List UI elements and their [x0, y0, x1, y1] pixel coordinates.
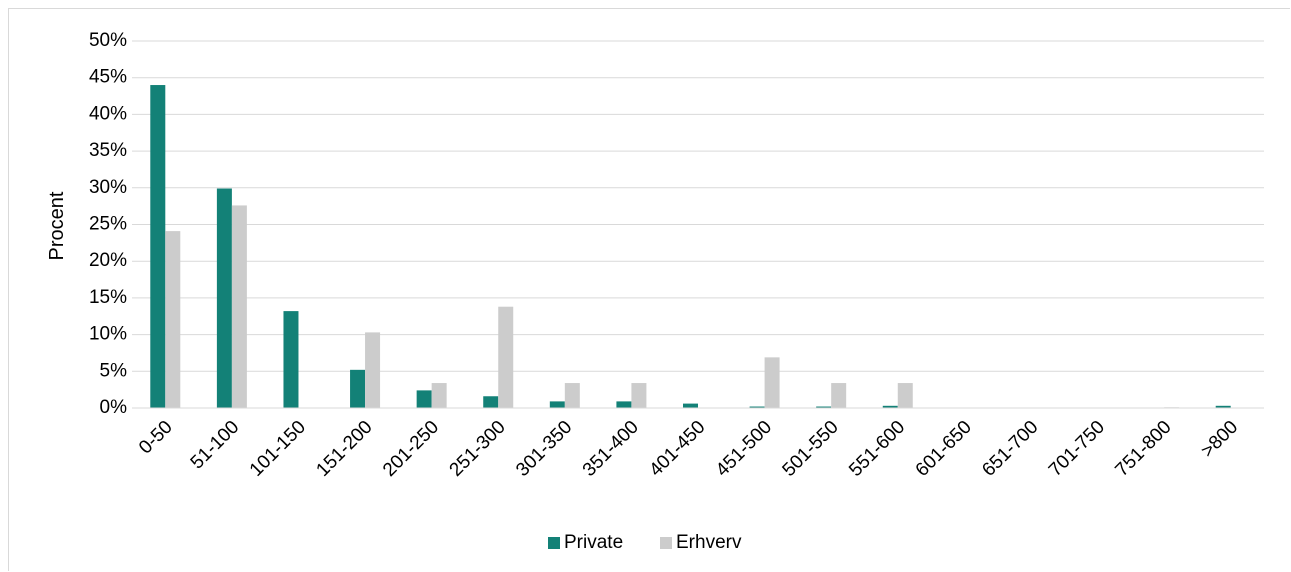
legend-swatch-private: [548, 537, 560, 549]
x-tick-label: 501-550: [779, 417, 843, 481]
gridlines: [132, 40, 1264, 372]
bar-erhverv-51-100: [231, 205, 247, 408]
y-tick-label: 45%: [89, 67, 127, 88]
y-tick-label: 35%: [89, 140, 127, 161]
x-tick-label: 751-800: [1111, 417, 1175, 481]
bar-private-451-500: [749, 406, 765, 408]
y-tick-label: 25%: [89, 214, 127, 235]
x-tick-label: 401-450: [645, 417, 709, 481]
bar-private->800: [1215, 405, 1231, 408]
x-tick-label: 301-350: [512, 417, 576, 481]
bar-private-351-400: [616, 401, 632, 408]
y-tick-label: 0%: [100, 397, 128, 418]
legend-label-private: Private: [564, 532, 623, 553]
bar-erhverv-151-200: [365, 332, 381, 408]
legend-swatch-erhverv: [660, 537, 672, 549]
bar-erhverv-201-250: [431, 383, 447, 408]
y-tick-label: 40%: [89, 103, 127, 124]
x-tick-label: 701-750: [1045, 417, 1109, 481]
y-tick-label: 50%: [89, 30, 127, 51]
x-tick-label: 651-700: [978, 417, 1042, 481]
bar-private-151-200: [350, 369, 366, 408]
x-tick-label: 0-50: [135, 417, 177, 459]
bar-erhverv-501-550: [831, 383, 847, 408]
bar-private-301-350: [549, 401, 565, 408]
legend: Private Erhverv: [548, 532, 742, 553]
x-tick-label: 351-400: [579, 417, 643, 481]
y-tick-label: 15%: [89, 287, 127, 308]
x-tick-label: 601-650: [912, 417, 976, 481]
bar-private-51-100: [216, 188, 232, 408]
y-axis-ticks: 0% 5% 10% 15% 20% 25% 30% 35% 40% 45% 50%: [89, 30, 127, 418]
x-tick-label: 451-500: [712, 417, 776, 481]
legend-label-erhverv: Erhverv: [676, 532, 742, 553]
bar-private-101-150: [283, 311, 299, 408]
x-tick-label: 551-600: [845, 417, 909, 481]
x-tick-label: 201-250: [379, 417, 443, 481]
y-axis-title: Procent: [46, 191, 68, 260]
bar-private-501-550: [816, 406, 832, 408]
x-tick-label: 251-300: [446, 417, 510, 481]
y-tick-label: 5%: [100, 360, 128, 381]
x-tick-label: >800: [1197, 417, 1242, 462]
chart-frame: [8, 8, 1290, 571]
x-tick-label: 151-200: [312, 417, 376, 481]
y-tick-label: 10%: [89, 324, 127, 345]
bar-private-401-450: [683, 403, 698, 408]
bar-private-201-250: [416, 390, 432, 408]
x-tick-label: 51-100: [187, 417, 244, 474]
bar-private-251-300: [483, 396, 499, 408]
bar-erhverv-551-600: [897, 383, 913, 408]
x-tick-label: 101-150: [246, 417, 310, 481]
x-axis-ticks: 0-50 51-100 101-150 151-200 201-250 251-300 30…: [135, 417, 1242, 481]
bar-private-551-600: [882, 405, 898, 408]
bar-erhverv-301-350: [564, 383, 580, 408]
bar-erhverv-251-300: [498, 306, 514, 408]
bar-erhverv-451-500: [764, 357, 780, 408]
y-tick-label: 20%: [89, 250, 127, 271]
bars: [150, 85, 1231, 408]
bar-erhverv-0-50: [165, 231, 181, 408]
bar-private-0-50: [150, 85, 166, 408]
y-tick-label: 30%: [89, 177, 127, 198]
bar-erhverv-351-400: [631, 383, 647, 408]
